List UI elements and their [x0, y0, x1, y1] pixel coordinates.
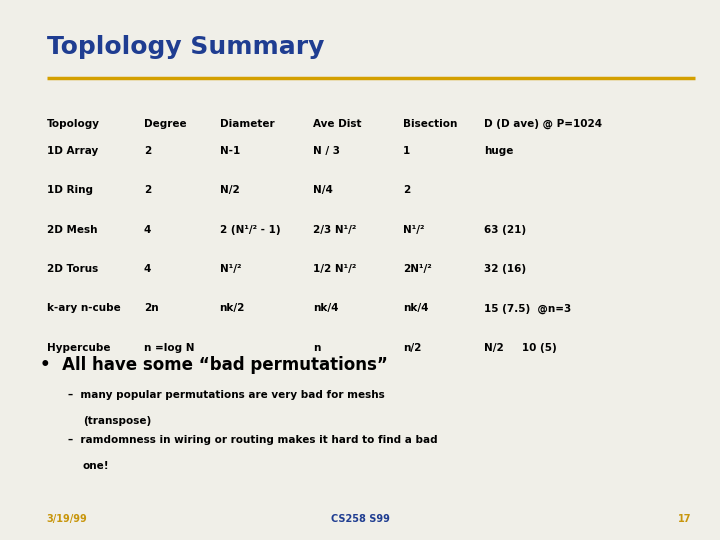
Text: huge: huge — [484, 146, 513, 156]
Text: n: n — [313, 343, 320, 353]
Text: 2/3 N¹/²: 2/3 N¹/² — [313, 225, 356, 235]
Text: 4: 4 — [144, 225, 151, 235]
Text: one!: one! — [83, 461, 109, 471]
Text: 1/2 N¹/²: 1/2 N¹/² — [313, 264, 356, 274]
Text: 15 (7.5)  @n=3: 15 (7.5) @n=3 — [484, 303, 571, 314]
Text: Hypercube: Hypercube — [47, 343, 110, 353]
Text: –  many popular permutations are very bad for meshs: – many popular permutations are very bad… — [68, 390, 385, 400]
Text: N / 3: N / 3 — [313, 146, 340, 156]
Text: 63 (21): 63 (21) — [484, 225, 526, 235]
Text: 2: 2 — [144, 146, 151, 156]
Text: Diameter: Diameter — [220, 119, 274, 129]
Text: Ave Dist: Ave Dist — [313, 119, 361, 129]
Text: nk/2: nk/2 — [220, 303, 245, 314]
Text: 1: 1 — [403, 146, 410, 156]
Text: 3/19/99: 3/19/99 — [47, 514, 88, 524]
Text: 2: 2 — [403, 185, 410, 195]
Text: k-ary n-cube: k-ary n-cube — [47, 303, 120, 314]
Text: N/4: N/4 — [313, 185, 333, 195]
Text: nk/4: nk/4 — [403, 303, 428, 314]
Text: Toplology Summary: Toplology Summary — [47, 35, 324, 59]
Text: –  ramdomness in wiring or routing makes it hard to find a bad: – ramdomness in wiring or routing makes … — [68, 435, 438, 445]
Text: •  All have some “bad permutations”: • All have some “bad permutations” — [40, 356, 387, 374]
Text: n =log N: n =log N — [144, 343, 194, 353]
Text: N¹/²: N¹/² — [403, 225, 425, 235]
Text: 2N¹/²: 2N¹/² — [403, 264, 432, 274]
Text: N-1: N-1 — [220, 146, 240, 156]
Text: (transpose): (transpose) — [83, 416, 151, 426]
Text: D (D ave) @ P=1024: D (D ave) @ P=1024 — [484, 119, 602, 129]
Text: N/2     10 (5): N/2 10 (5) — [484, 343, 557, 353]
Text: Topology: Topology — [47, 119, 100, 129]
Text: 2D Torus: 2D Torus — [47, 264, 98, 274]
Text: 1D Ring: 1D Ring — [47, 185, 93, 195]
Text: Degree: Degree — [144, 119, 186, 129]
Text: 2 (N¹/² - 1): 2 (N¹/² - 1) — [220, 225, 280, 235]
Text: 4: 4 — [144, 264, 151, 274]
Text: N¹/²: N¹/² — [220, 264, 241, 274]
Text: 1D Array: 1D Array — [47, 146, 98, 156]
Text: N/2: N/2 — [220, 185, 239, 195]
Text: Bisection: Bisection — [403, 119, 458, 129]
Text: 2D Mesh: 2D Mesh — [47, 225, 97, 235]
Text: n/2: n/2 — [403, 343, 422, 353]
Text: 17: 17 — [678, 514, 691, 524]
Text: 32 (16): 32 (16) — [484, 264, 526, 274]
Text: CS258 S99: CS258 S99 — [330, 514, 390, 524]
Text: 2n: 2n — [144, 303, 158, 314]
Text: nk/4: nk/4 — [313, 303, 338, 314]
Text: 2: 2 — [144, 185, 151, 195]
